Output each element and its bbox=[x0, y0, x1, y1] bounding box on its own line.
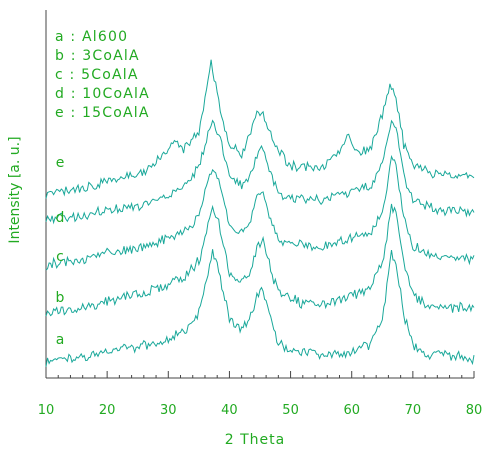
y-axis-label: Intensity [a. u.] bbox=[7, 136, 23, 243]
series-line-d bbox=[45, 119, 475, 225]
series-line-e bbox=[45, 59, 475, 199]
x-tick-label: 70 bbox=[405, 403, 422, 418]
legend-entry: c : 5CoAlA bbox=[55, 67, 139, 83]
series-label-e: e bbox=[56, 155, 65, 171]
x-tick-group: 10 20 30 40 50 60 70 80 bbox=[38, 371, 483, 418]
legend-entry: d : 10CoAlA bbox=[55, 86, 150, 102]
legend-entry: e : 15CoAlA bbox=[55, 105, 150, 121]
x-tick-label: 50 bbox=[282, 403, 299, 418]
x-tick-label: 80 bbox=[466, 403, 483, 418]
legend: a : Al600 b : 3CoAlA c : 5CoAlA d : 10CoAlA… bbox=[55, 29, 150, 121]
legend-entry: b : 3CoAlA bbox=[55, 48, 140, 64]
series-line-b bbox=[45, 203, 475, 317]
x-tick-label: 30 bbox=[160, 403, 177, 418]
series-label-d: d bbox=[56, 210, 65, 226]
series-line-c bbox=[45, 154, 475, 271]
legend-entry: a : Al600 bbox=[55, 29, 128, 45]
chart-axes bbox=[45, 10, 474, 379]
series-line-a bbox=[45, 249, 475, 367]
x-tick-label: 40 bbox=[221, 403, 238, 418]
series-label-b: b bbox=[56, 290, 65, 306]
x-tick-label: 20 bbox=[99, 403, 116, 418]
series-label-a: a bbox=[56, 332, 65, 348]
x-tick-label: 60 bbox=[343, 403, 360, 418]
x-axis-label: 2 Theta bbox=[225, 432, 285, 448]
x-tick-label: 10 bbox=[38, 403, 55, 418]
series-group: a b c d e bbox=[45, 59, 475, 367]
series-label-c: c bbox=[56, 249, 64, 265]
